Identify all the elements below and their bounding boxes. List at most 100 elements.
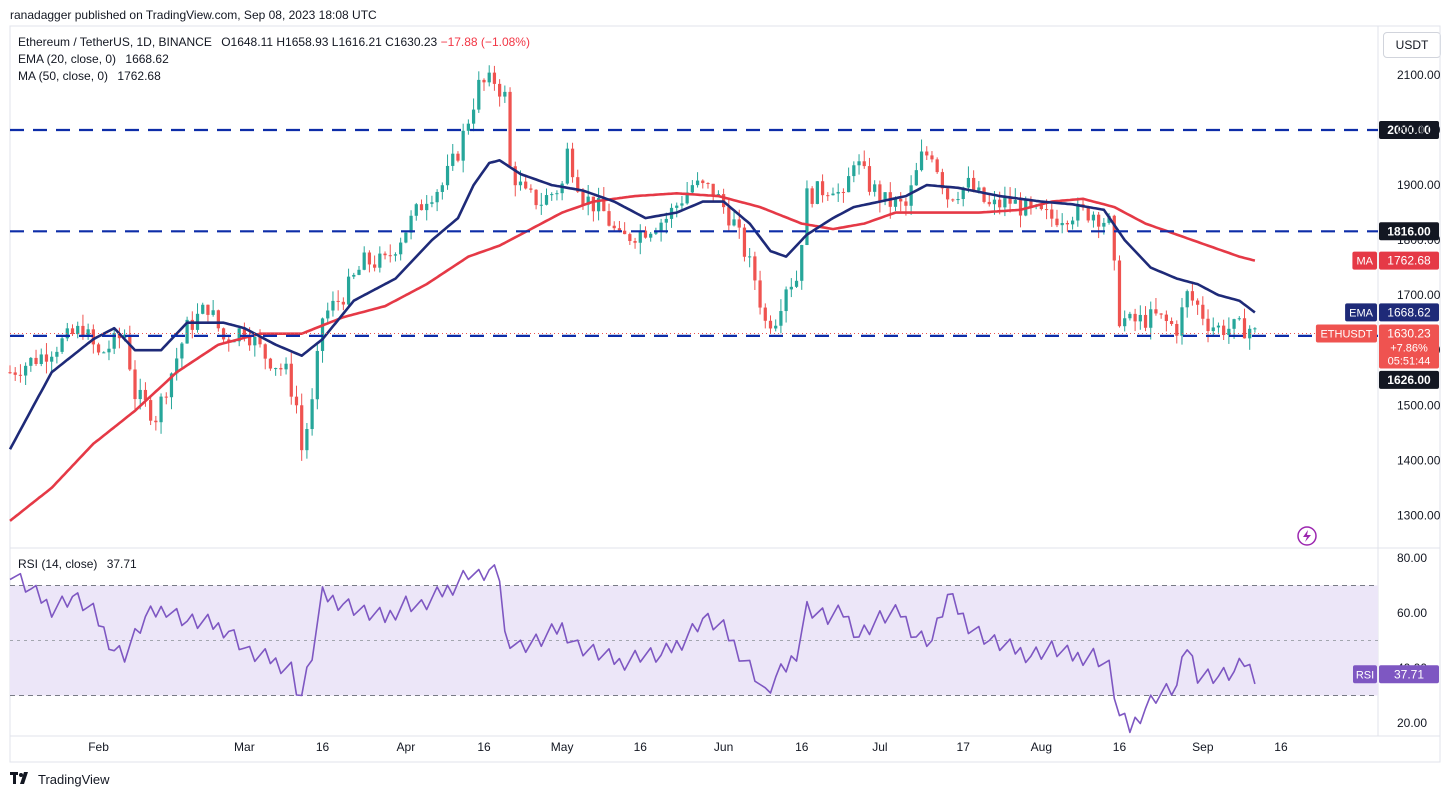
time-tick-label: Jun <box>714 740 733 754</box>
candle-body <box>128 334 132 370</box>
candle <box>529 184 533 193</box>
candle-body <box>721 194 726 208</box>
candle <box>1180 297 1184 345</box>
price-tag-ma[interactable]: MA 1762.68 <box>1352 251 1439 270</box>
candle-body <box>529 188 533 190</box>
candle <box>50 351 54 374</box>
tradingview-logo[interactable]: TradingView <box>10 772 110 787</box>
candle-body <box>221 328 226 340</box>
ma-legend[interactable]: MA (50, close, 0) 1762.68 <box>18 69 161 83</box>
candle <box>378 246 382 273</box>
rsi-tag-name-bg <box>1353 665 1377 684</box>
tradingview-mark-icon <box>10 772 32 787</box>
candle-body <box>1154 309 1158 314</box>
candle <box>560 180 564 201</box>
level-price-tag[interactable]: 1816.00 <box>1379 222 1439 241</box>
candle-body <box>873 184 877 192</box>
candle <box>482 78 486 91</box>
candle <box>977 181 981 194</box>
rsi-legend-label: RSI (14, close) <box>18 557 98 571</box>
level-price-tag[interactable]: 1626.00 <box>1379 370 1439 389</box>
candle <box>445 154 450 190</box>
candle-body <box>1143 314 1148 328</box>
candle-body <box>154 420 158 423</box>
candle <box>76 321 80 339</box>
candle-body <box>914 170 918 186</box>
symbol-title[interactable]: Ethereum / TetherUS, 1D, BINANCE <box>18 35 212 49</box>
candle <box>550 192 554 201</box>
candle <box>1128 311 1132 321</box>
ma-legend-label: MA (50, close, 0) <box>18 69 109 83</box>
candle-body <box>576 177 580 192</box>
publisher-line: ranadagger published on TradingView.com,… <box>10 8 377 22</box>
candle-body <box>998 199 1002 208</box>
level-tag-bg <box>1379 222 1439 241</box>
currency-button[interactable]: USDT <box>1383 32 1441 58</box>
candle <box>852 161 856 183</box>
candle <box>456 151 460 163</box>
candle <box>274 367 278 376</box>
rsi-legend[interactable]: RSI (14, close) 37.71 <box>18 557 137 571</box>
candle <box>935 157 939 174</box>
candle <box>669 203 674 228</box>
rsi-price-tag[interactable]: RSI 37.71 <box>1353 665 1439 684</box>
candle <box>539 192 543 215</box>
candle-body <box>675 205 679 208</box>
candle-body <box>34 357 38 364</box>
candle <box>649 232 653 242</box>
candle-body <box>445 165 450 186</box>
candle <box>951 198 955 203</box>
candle <box>336 290 340 311</box>
candle-body <box>732 219 736 226</box>
candle <box>826 192 830 201</box>
candle <box>831 187 835 196</box>
price-tag-value: 1630.23 <box>1387 327 1431 341</box>
price-tag-value-bg <box>1379 251 1439 270</box>
candle <box>190 311 194 339</box>
candle <box>435 189 439 212</box>
candle-body <box>482 79 486 83</box>
candle <box>1227 317 1231 344</box>
price-tag-ethusdt[interactable]: ETHUSDT 1630.23 +7.86%05:51:44 <box>1315 324 1439 369</box>
candle-body <box>534 189 538 206</box>
candle-body <box>711 183 715 196</box>
candle <box>185 316 189 344</box>
candle <box>1169 317 1174 326</box>
candle <box>471 98 476 132</box>
candle-body <box>633 241 637 243</box>
candle <box>1232 318 1236 339</box>
candle <box>794 270 799 288</box>
candle-body <box>195 313 200 330</box>
candle <box>1003 186 1007 217</box>
time-tick-label: 16 <box>316 740 330 754</box>
candle-body <box>784 289 788 312</box>
candle-body <box>425 203 429 211</box>
candle-body <box>18 374 23 376</box>
chart-frame <box>9 25 1441 763</box>
candle <box>586 184 590 216</box>
candle <box>195 303 200 333</box>
candle <box>596 187 601 221</box>
candle-body <box>1185 291 1189 308</box>
ma50-line <box>9 192 1256 522</box>
ema-legend[interactable]: EMA (20, close, 0) 1668.62 <box>18 52 169 66</box>
price-tag-ema[interactable]: EMA 1668.62 <box>1345 303 1439 322</box>
ohlc-change: −17.88 (−1.08%) <box>440 35 530 49</box>
candle-body <box>65 328 69 339</box>
candle-body <box>1008 197 1012 204</box>
level-price-tag[interactable]: 2000.00 <box>1379 121 1439 139</box>
candle <box>555 190 559 201</box>
candle-body <box>336 300 340 302</box>
candle <box>320 317 325 363</box>
candle-body <box>180 343 184 359</box>
candle <box>346 268 351 307</box>
candle-body <box>570 148 575 178</box>
candle-body <box>29 357 33 366</box>
events-icon[interactable] <box>1297 526 1317 546</box>
candle-body <box>893 198 898 207</box>
candle-body <box>1086 207 1090 221</box>
candle-body <box>951 199 955 201</box>
candle-body <box>1227 328 1231 336</box>
price-tag-name: MA <box>1356 256 1373 268</box>
